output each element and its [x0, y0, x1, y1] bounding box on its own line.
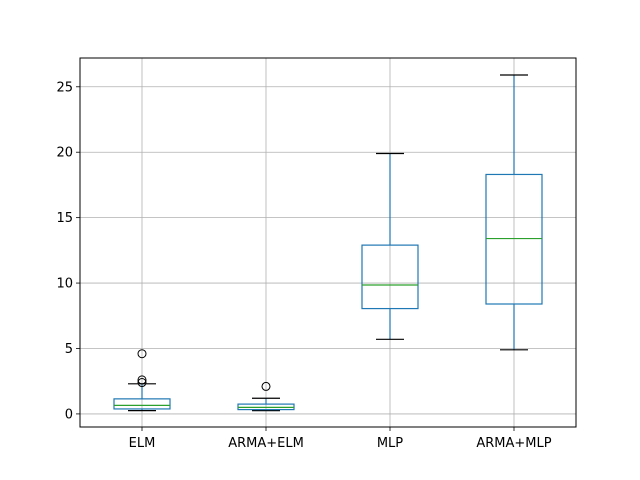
box-iqr [113, 398, 171, 410]
y-tick-label: 5 [65, 342, 73, 357]
box-arma-mlp [485, 74, 543, 351]
outlier-point [137, 349, 147, 359]
y-tick-label: 10 [56, 277, 73, 292]
y-tick-label: 15 [56, 211, 73, 226]
outlier-point [261, 381, 271, 391]
x-tick-label: MLP [377, 436, 403, 451]
x-tick-label: ARMA+MLP [476, 436, 551, 451]
y-tick-label: 0 [65, 407, 73, 422]
box-elm [113, 349, 171, 412]
x-tick-label: ARMA+ELM [228, 436, 304, 451]
plot-area-frame [79, 57, 577, 428]
y-tick-label: 20 [56, 146, 73, 161]
axis-layer: 0 5 10 15 20 25 ELM ARMA+ELM MLP ARMA+MLP [56, 80, 551, 451]
x-tick-label: ELM [129, 436, 156, 451]
y-tick-label: 25 [56, 80, 73, 95]
box-mlp [361, 152, 419, 340]
outlier-point [137, 378, 147, 388]
box-arma-elm [237, 381, 295, 412]
box-iqr [485, 173, 543, 305]
box-iqr [361, 244, 419, 310]
box-layer [113, 74, 543, 412]
outlier-point [137, 375, 147, 385]
